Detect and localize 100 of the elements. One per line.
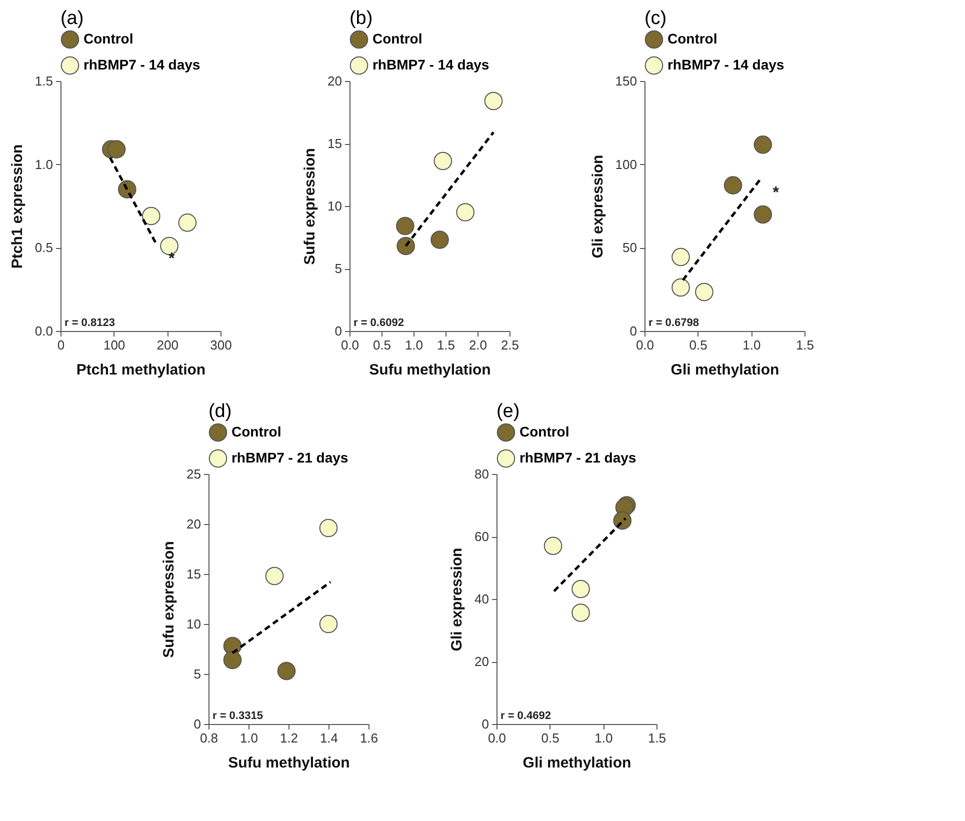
x-tick-label: 0.8 bbox=[200, 730, 218, 746]
annotation: r = 0.3315 bbox=[212, 710, 263, 722]
point bbox=[396, 216, 414, 236]
point bbox=[107, 140, 126, 158]
point bbox=[396, 236, 415, 256]
x-tick-label: 1.5 bbox=[648, 730, 666, 746]
annotation: r = 0.8123 bbox=[64, 317, 115, 329]
y-tick-label: 150 bbox=[615, 74, 637, 88]
x-tick-label: 1.0 bbox=[594, 730, 613, 746]
y-tick-label: 100 bbox=[615, 156, 637, 172]
point bbox=[672, 248, 690, 266]
x-axis-title: Gli methylation bbox=[670, 362, 780, 378]
chart-title: (d) bbox=[208, 401, 232, 422]
legend-label: Control bbox=[231, 424, 282, 440]
legend-label: rhBMP7 - 21 days bbox=[231, 450, 348, 466]
y-tick-label: 40 bbox=[474, 592, 489, 606]
y-tick-label: 10 bbox=[328, 198, 342, 214]
x-tick-label: 2.5 bbox=[500, 338, 520, 352]
y-axis-title: Gli expression bbox=[448, 548, 466, 652]
point bbox=[754, 205, 772, 224]
x-axis-title: Gli methylation bbox=[522, 754, 632, 772]
y-tick-label: 25 bbox=[186, 466, 201, 482]
x-tick-label: 100 bbox=[103, 338, 126, 352]
y-tick-label: 5 bbox=[194, 666, 201, 682]
x-tick-label: 1.0 bbox=[742, 338, 761, 352]
point bbox=[265, 566, 284, 586]
x-tick-label: 1.2 bbox=[280, 730, 298, 746]
legend-label: Control bbox=[519, 424, 570, 440]
x-tick-label: 0.5 bbox=[689, 338, 708, 352]
point bbox=[484, 92, 503, 110]
x-tick-label: 300 bbox=[210, 338, 232, 352]
y-tick-label: 50 bbox=[622, 240, 637, 256]
chart-title: (e) bbox=[496, 401, 520, 422]
y-tick-label: 20 bbox=[186, 516, 201, 532]
y-tick-label: 5 bbox=[334, 261, 342, 276]
y-tick-label: 80 bbox=[474, 466, 489, 482]
point bbox=[430, 230, 449, 249]
y-tick-label: 10 bbox=[186, 616, 201, 632]
chart-title: (c) bbox=[644, 8, 667, 29]
point bbox=[613, 511, 632, 530]
x-tick-label: 1.0 bbox=[404, 338, 424, 352]
x-tick-label: 2.0 bbox=[468, 338, 488, 352]
point bbox=[319, 518, 338, 538]
x-axis-title: Sufu methylation bbox=[369, 362, 491, 378]
y-tick-label: 15 bbox=[328, 136, 342, 151]
y-axis-title: Gli expression bbox=[589, 154, 606, 258]
point bbox=[695, 282, 714, 302]
x-tick-label: 200 bbox=[156, 338, 178, 352]
legend-label: rhBMP7 - 14 days bbox=[372, 56, 490, 72]
legend-label: Control bbox=[372, 30, 422, 46]
x-tick-label: 1.5 bbox=[796, 338, 814, 352]
point bbox=[572, 604, 590, 622]
x-tick-label: 1.4 bbox=[320, 730, 338, 746]
annotation: r = 0.6798 bbox=[648, 317, 699, 329]
x-tick-label: 0 bbox=[57, 338, 65, 352]
y-tick-label: 15 bbox=[186, 566, 201, 582]
point bbox=[434, 152, 452, 170]
annotation: * bbox=[168, 250, 176, 268]
annotation: r = 0.4692 bbox=[500, 710, 551, 722]
x-axis-title: Ptch1 methylation bbox=[76, 362, 206, 378]
y-tick-label: 0 bbox=[194, 716, 201, 732]
y-tick-label: 1.5 bbox=[34, 74, 53, 88]
y-tick-label: 20 bbox=[474, 654, 489, 669]
legend-label: rhBMP7 - 14 days bbox=[667, 56, 784, 72]
point bbox=[178, 214, 197, 232]
annotation: r = 0.6092 bbox=[353, 317, 404, 329]
chart-title: (a) bbox=[60, 8, 84, 29]
y-axis-title: Sufu expression bbox=[302, 148, 319, 265]
y-tick-label: 0.5 bbox=[34, 240, 53, 256]
annotation: * bbox=[772, 184, 780, 202]
point bbox=[754, 136, 772, 154]
x-tick-label: 1.6 bbox=[360, 730, 378, 746]
y-tick-label: 60 bbox=[474, 529, 489, 544]
point bbox=[277, 662, 296, 680]
y-tick-label: 0.0 bbox=[34, 324, 53, 338]
point bbox=[142, 206, 160, 226]
x-tick-label: 0.0 bbox=[488, 730, 506, 746]
legend-label: Control bbox=[667, 30, 718, 46]
y-tick-label: 20 bbox=[328, 74, 342, 88]
y-tick-label: 0 bbox=[630, 324, 637, 338]
point bbox=[672, 278, 690, 297]
x-axis-title: Sufu methylation bbox=[228, 754, 350, 772]
point bbox=[724, 176, 742, 194]
x-tick-label: 1.5 bbox=[436, 338, 456, 352]
legend-label: rhBMP7 - 14 days bbox=[83, 56, 200, 72]
y-tick-label: 0 bbox=[482, 716, 489, 732]
point bbox=[572, 580, 590, 598]
point bbox=[223, 650, 242, 670]
point bbox=[319, 614, 338, 634]
y-tick-label: 1.0 bbox=[34, 156, 53, 172]
legend-label: Control bbox=[83, 30, 134, 46]
x-tick-label: 0.0 bbox=[636, 338, 654, 352]
x-tick-label: 1.0 bbox=[240, 730, 258, 746]
legend-label: rhBMP7 - 21 days bbox=[519, 450, 636, 466]
y-axis-title: Sufu expression bbox=[160, 541, 178, 658]
chart-title: (b) bbox=[349, 8, 373, 29]
x-tick-label: 0.5 bbox=[541, 730, 560, 746]
y-tick-label: 0 bbox=[334, 324, 342, 338]
point bbox=[544, 536, 562, 556]
x-tick-label: 0.5 bbox=[372, 338, 392, 352]
